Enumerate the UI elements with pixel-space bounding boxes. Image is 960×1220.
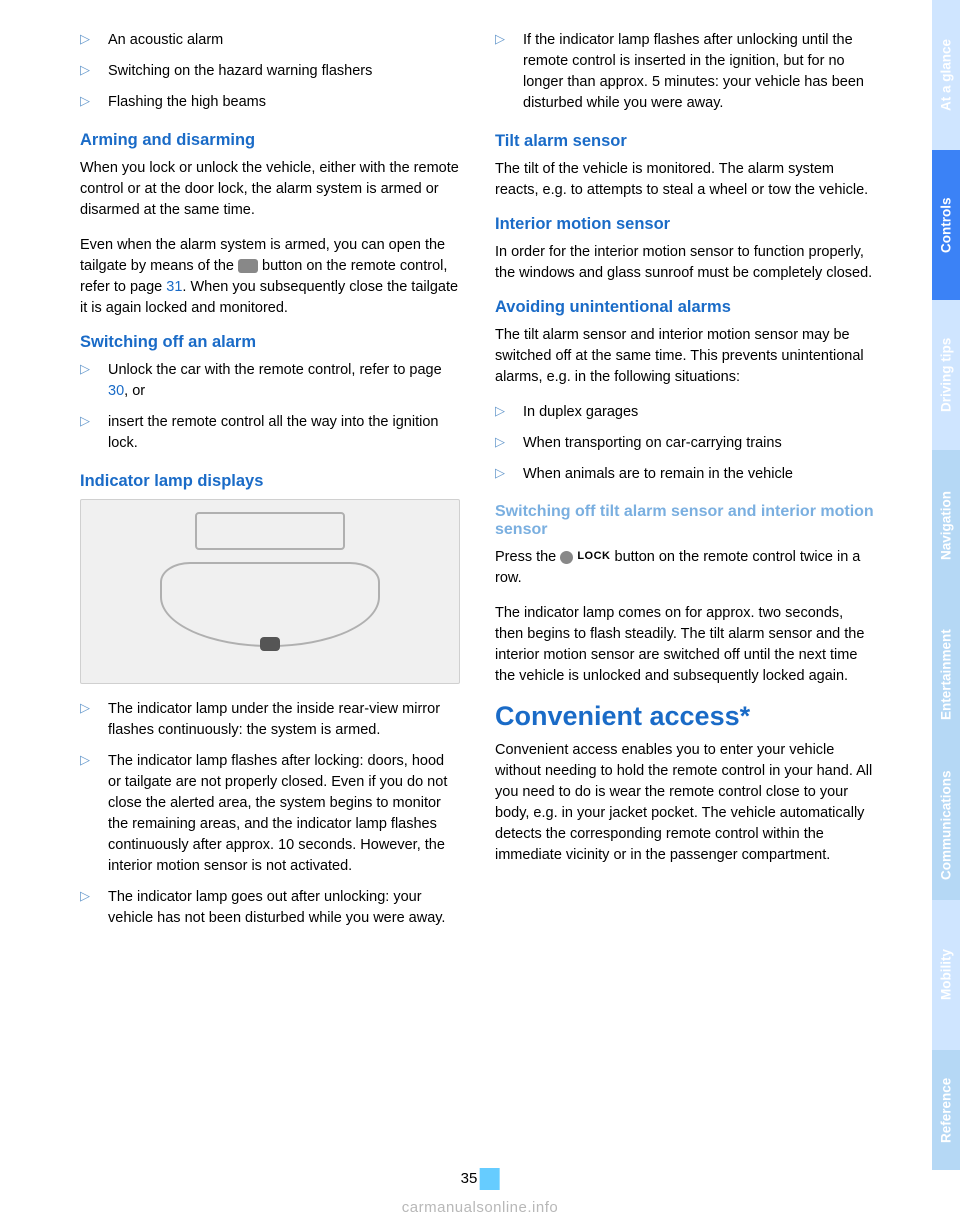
list-item: insert the remote control all the way in… — [80, 412, 460, 454]
sidebar-tab[interactable]: Communications — [932, 750, 960, 900]
body-paragraph: The tilt alarm sensor and interior motio… — [495, 325, 875, 388]
section-heading: Switching off an alarm — [80, 333, 460, 352]
sidebar-tab[interactable]: Mobility — [932, 900, 960, 1050]
page-number-bar — [479, 1168, 499, 1190]
lock-label: LOCK — [577, 550, 610, 562]
text-fragment: Press the — [495, 549, 560, 565]
text-fragment: Unlock the car with the remote control, … — [108, 362, 442, 378]
list-item: An acoustic alarm — [80, 30, 460, 51]
bullet-list: In duplex garages When transporting on c… — [495, 402, 875, 485]
tailgate-button-icon — [238, 259, 258, 273]
page-number: 35 — [461, 1170, 480, 1190]
sidebar-tab[interactable]: Driving tips — [932, 300, 960, 450]
section-heading: Interior motion sensor — [495, 215, 875, 234]
bullet-list: Unlock the car with the remote control, … — [80, 360, 460, 454]
section-heading: Arming and disarming — [80, 131, 460, 150]
body-paragraph: When you lock or unlock the vehicle, eit… — [80, 158, 460, 221]
left-column: An acoustic alarm Switching on the hazar… — [80, 30, 460, 947]
bullet-list: If the indicator lamp flashes after unlo… — [495, 30, 875, 114]
sidebar-tab[interactable]: Entertainment — [932, 600, 960, 750]
section-heading: Tilt alarm sensor — [495, 132, 875, 151]
overhead-console-icon — [195, 512, 345, 550]
page-link[interactable]: 30 — [108, 383, 124, 399]
right-column: If the indicator lamp flashes after unlo… — [495, 30, 875, 947]
list-item: Flashing the high beams — [80, 92, 460, 113]
body-paragraph: The tilt of the vehicle is monitored. Th… — [495, 159, 875, 201]
page-content: An acoustic alarm Switching on the hazar… — [0, 0, 960, 977]
list-item: When transporting on car-carrying trains — [495, 433, 875, 454]
body-paragraph: Even when the alarm system is armed, you… — [80, 235, 460, 319]
list-item: The indicator lamp flashes after locking… — [80, 751, 460, 877]
body-paragraph: Convenient access enables you to enter y… — [495, 740, 875, 866]
body-paragraph: Press the LOCK button on the remote cont… — [495, 547, 875, 589]
sidebar-tab[interactable]: Reference — [932, 1050, 960, 1170]
list-item: If the indicator lamp flashes after unlo… — [495, 30, 875, 114]
list-item: In duplex garages — [495, 402, 875, 423]
bullet-list: An acoustic alarm Switching on the hazar… — [80, 30, 460, 113]
list-item: Unlock the car with the remote control, … — [80, 360, 460, 402]
body-paragraph: In order for the interior motion sensor … — [495, 242, 875, 284]
body-paragraph: The indicator lamp comes on for approx. … — [495, 603, 875, 687]
page-number-block: 35 — [461, 1168, 500, 1190]
text-fragment: , or — [124, 383, 145, 399]
mirror-illustration — [80, 499, 460, 684]
sidebar-tab[interactable]: Navigation — [932, 450, 960, 600]
lock-button-icon — [560, 551, 573, 564]
sidebar-tabs: At a glanceControlsDriving tipsNavigatio… — [932, 0, 960, 1220]
subsection-heading: Switching off tilt alarm sensor and inte… — [495, 503, 875, 539]
list-item: When animals are to remain in the vehicl… — [495, 464, 875, 485]
section-heading: Avoiding unintentional alarms — [495, 298, 875, 317]
watermark: carmanualsonline.info — [402, 1199, 558, 1216]
sidebar-tab[interactable]: At a glance — [932, 0, 960, 150]
major-heading: Convenient access* — [495, 701, 875, 732]
list-item: The indicator lamp under the inside rear… — [80, 699, 460, 741]
page-link[interactable]: 31 — [166, 279, 182, 295]
bullet-list: The indicator lamp under the inside rear… — [80, 699, 460, 929]
list-item: Switching on the hazard warning flashers — [80, 61, 460, 82]
sidebar-tab[interactable]: Controls — [932, 150, 960, 300]
rearview-mirror-icon — [160, 562, 380, 647]
list-item: The indicator lamp goes out after unlock… — [80, 887, 460, 929]
section-heading: Indicator lamp displays — [80, 472, 460, 491]
